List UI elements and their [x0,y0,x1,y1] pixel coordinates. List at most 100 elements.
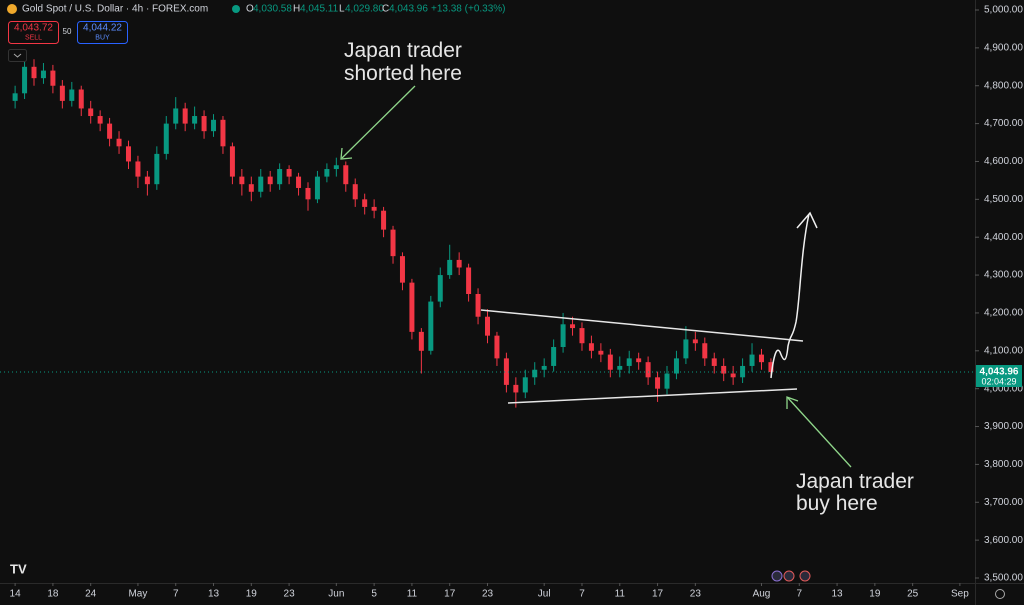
y-tick-label: 4,500.00 [984,194,1023,205]
sell-label[interactable]: SELL [25,34,42,41]
candle-body [381,210,387,230]
candle-body [598,350,604,355]
candle-body [97,116,103,124]
candle-body [144,176,150,185]
candle-body [192,116,198,124]
candle-body [711,358,717,366]
arrow[interactable] [787,397,852,468]
y-tick-label: 4,200.00 [984,308,1023,319]
sell-button[interactable] [8,21,59,44]
candle-body [258,176,264,192]
event-icon[interactable] [799,570,811,582]
annotation: Japan trader [344,39,462,62]
candle-body [182,108,188,124]
x-tick-label: 14 [10,589,22,600]
candle-body [541,365,547,370]
x-tick-label: 25 [907,589,919,600]
x-tick-label: 7 [579,589,585,600]
buy-price[interactable]: 4,044.22 [83,23,122,34]
sell-price[interactable]: 4,043.72 [14,23,53,34]
candle-body [40,70,46,79]
candle-body [50,70,56,86]
candle-body [239,176,245,185]
annotation: shorted here [344,62,462,85]
candle-body [305,187,311,200]
candle-body [437,275,443,302]
candle-body [428,301,434,351]
candle-body [163,123,169,154]
x-tick-label: 24 [85,589,97,600]
ohlc-value: 4,043.96 [389,4,428,15]
candle-body [655,377,661,389]
event-icon[interactable] [771,570,783,582]
candle-body [22,66,28,94]
candle-body [749,354,755,366]
x-tick-label: 11 [407,589,418,600]
x-tick-label: 17 [652,589,664,600]
candle-body [333,165,339,170]
ohlc-label: L [339,4,345,15]
y-tick-label: 4,300.00 [984,270,1023,281]
candle-body [513,384,519,393]
y-tick-label: 4,400.00 [984,232,1023,243]
event-icon[interactable] [783,570,795,582]
spread: 50 [63,27,72,36]
trendline-lower[interactable] [507,388,798,404]
ohlc-label: H [293,4,300,15]
y-tick-label: 3,500.00 [984,573,1023,584]
annotation: Japan trader [796,470,914,493]
candle-body [296,176,302,188]
candle-body [286,169,292,177]
x-tick-label: 18 [47,589,59,600]
candle-body [560,324,566,348]
change: +13.38 (+0.33%) [431,4,506,15]
countdown: 02:04:29 [981,376,1016,386]
settings-icon[interactable] [995,589,1005,599]
y-tick-label: 4,700.00 [984,118,1023,129]
candle-body [636,358,642,363]
x-tick-label: 7 [796,589,802,600]
hand-arrow-head [796,211,818,229]
trendline-upper[interactable] [480,309,804,342]
candle-body [229,146,235,177]
buy-label[interactable]: BUY [95,34,110,41]
y-tick-label: 3,800.00 [984,459,1023,470]
candle-body [343,165,349,185]
logo[interactable]: TV [10,561,27,576]
candle-body [371,206,377,211]
candle-body [626,358,632,366]
candle-body [125,146,131,162]
ohlc-value: 4,045.11 [300,4,339,15]
candle-body [107,123,113,139]
candle-body [551,347,557,366]
candle-body [88,108,94,117]
candle-body [409,282,415,332]
collapse-icon [13,53,22,58]
symbol-icon[interactable] [7,4,17,14]
collapse-button[interactable] [8,49,27,62]
x-tick-label: 13 [208,589,220,600]
x-tick-label: 19 [869,589,881,600]
y-tick-label: 4,900.00 [984,43,1023,54]
arrow[interactable] [341,85,416,159]
instrument[interactable]: Gold Spot / U.S. Dollar · 4h · FOREX.com [22,4,208,15]
hand-arrow[interactable] [770,213,810,379]
candle-body [135,161,141,177]
x-tick-label: 23 [690,589,702,600]
y-tick-label: 5,000.00 [984,5,1023,16]
candle-body [607,354,613,370]
candle-body [617,365,623,370]
x-tick-label: 23 [482,589,494,600]
candle-body [390,229,396,257]
y-tick-label: 4,100.00 [984,345,1023,356]
candle-body [579,328,585,344]
candle-body [570,324,576,329]
candle-body [78,89,84,109]
candle-body [173,108,179,124]
x-tick-label: 17 [444,589,456,600]
candle-body [475,294,481,317]
buy-button[interactable] [77,21,128,44]
